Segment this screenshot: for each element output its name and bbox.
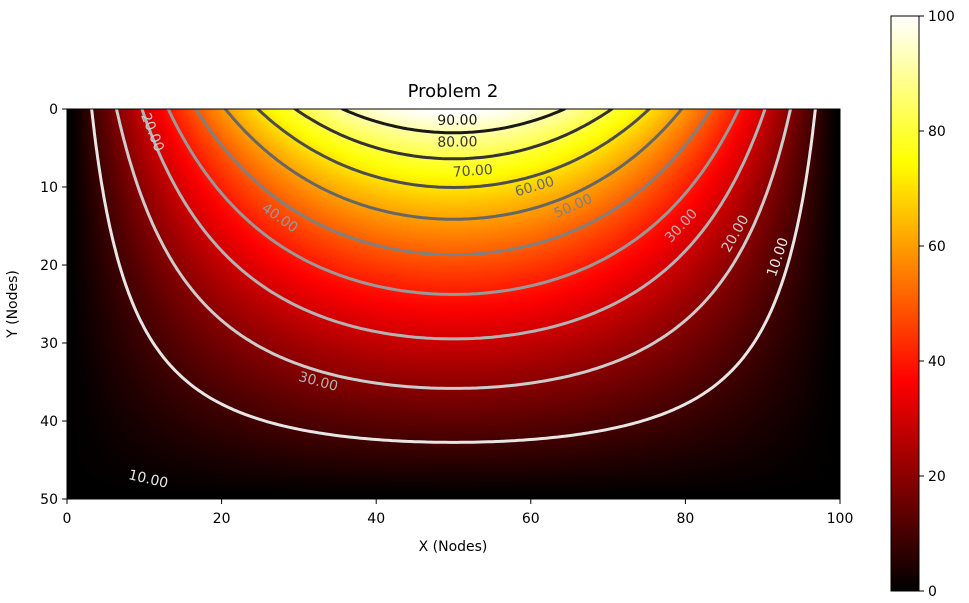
y-tick-label: 0 <box>49 102 58 118</box>
contour-label: 90.00 <box>437 112 477 129</box>
contour-line-30 <box>140 109 767 341</box>
y-tick-label: 10 <box>40 180 58 196</box>
colorbar-tick-label: 60 <box>928 239 946 255</box>
colorbar-tick-label: 20 <box>928 469 946 485</box>
colorbar-ticks: 0 20 40 60 80 100 <box>919 9 955 600</box>
contour-line-10 <box>90 109 817 444</box>
y-tick-label: 50 <box>40 492 58 508</box>
heatmap-image <box>67 109 840 499</box>
colorbar-gradient <box>890 15 920 592</box>
contour-label: 70.00 <box>452 162 493 181</box>
contour-line-90 <box>341 109 566 135</box>
y-tick-label: 40 <box>40 414 58 430</box>
contour-line-50 <box>194 109 713 257</box>
contour-line-40 <box>166 109 741 296</box>
x-tick-label: 40 <box>367 511 385 527</box>
y-tick-label: 30 <box>40 336 58 352</box>
y-axis-ticks: 0 10 20 30 40 50 <box>40 102 67 508</box>
contour-lines <box>90 109 817 444</box>
colorbar: 0 20 40 60 80 100 <box>890 9 955 600</box>
colorbar-tick-label: 40 <box>928 354 946 370</box>
x-axis-label: X (Nodes) <box>419 539 488 555</box>
colorbar-tick-label: 0 <box>928 584 937 600</box>
colorbar-tick-label: 80 <box>928 124 946 140</box>
plot-frame <box>66 108 841 500</box>
y-tick-label: 20 <box>40 258 58 274</box>
y-axis-label: Y (Nodes) <box>5 270 21 339</box>
contour-label: 80.00 <box>437 134 477 151</box>
x-tick-label: 60 <box>522 511 540 527</box>
x-axis-ticks: 0 20 40 60 80 100 <box>63 499 854 527</box>
contour-line-20 <box>115 109 792 390</box>
contour-line-70 <box>256 109 651 189</box>
chart-title: Problem 2 <box>408 81 499 102</box>
colorbar-tick-label: 100 <box>928 9 955 25</box>
x-tick-label: 0 <box>63 511 72 527</box>
x-tick-label: 80 <box>676 511 694 527</box>
contour-line-80 <box>293 109 614 161</box>
x-tick-label: 100 <box>827 511 854 527</box>
x-tick-label: 20 <box>213 511 231 527</box>
